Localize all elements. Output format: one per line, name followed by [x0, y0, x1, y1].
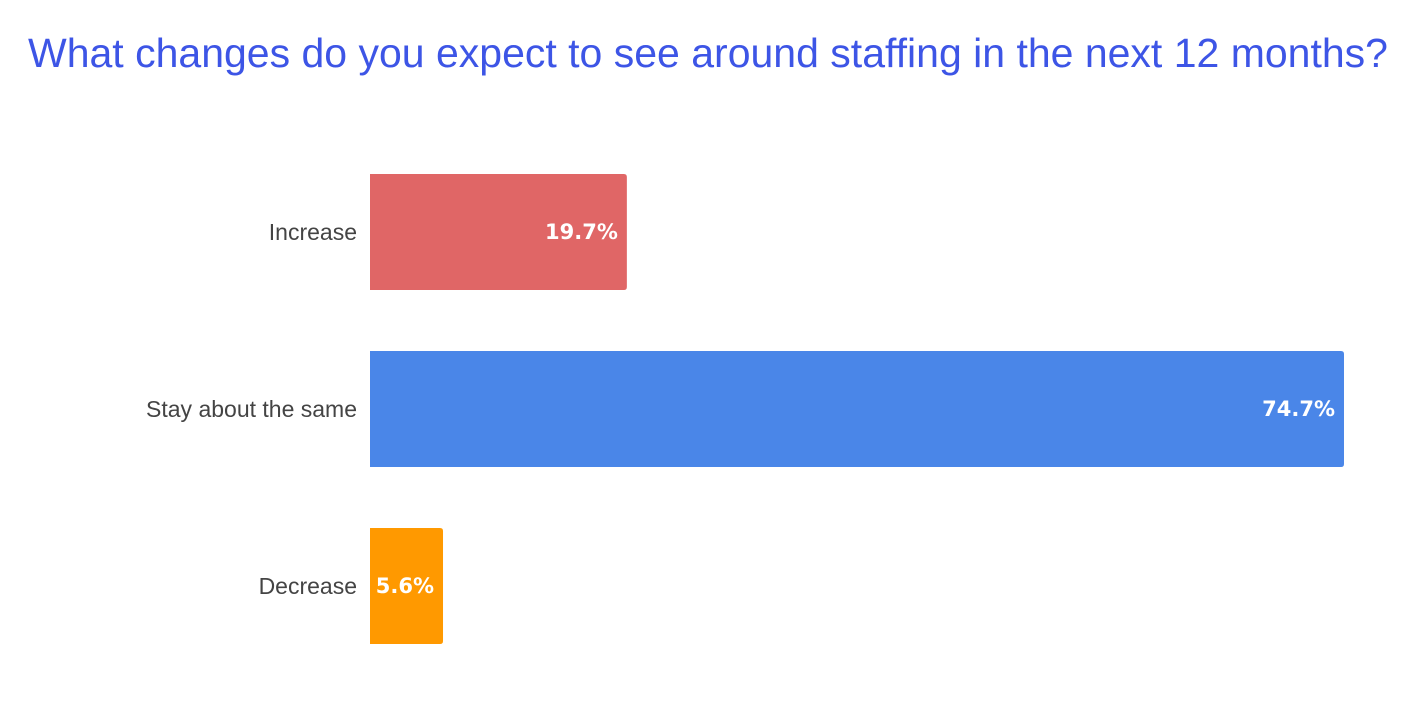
chart-title: What changes do you expect to see around…: [28, 30, 1388, 76]
value-label-stay-about-the-same: 74.7%: [1262, 397, 1335, 421]
category-label-stay-about-the-same: Stay about the same: [146, 396, 357, 422]
value-label-decrease: 5.6%: [376, 574, 434, 598]
category-label-decrease: Decrease: [259, 573, 357, 599]
value-label-increase: 19.7%: [545, 220, 618, 244]
bar-stay-about-the-same: [370, 351, 1344, 467]
bar-decrease: [370, 528, 444, 644]
category-label-increase: Increase: [269, 219, 357, 245]
bar-increase: [370, 174, 627, 290]
